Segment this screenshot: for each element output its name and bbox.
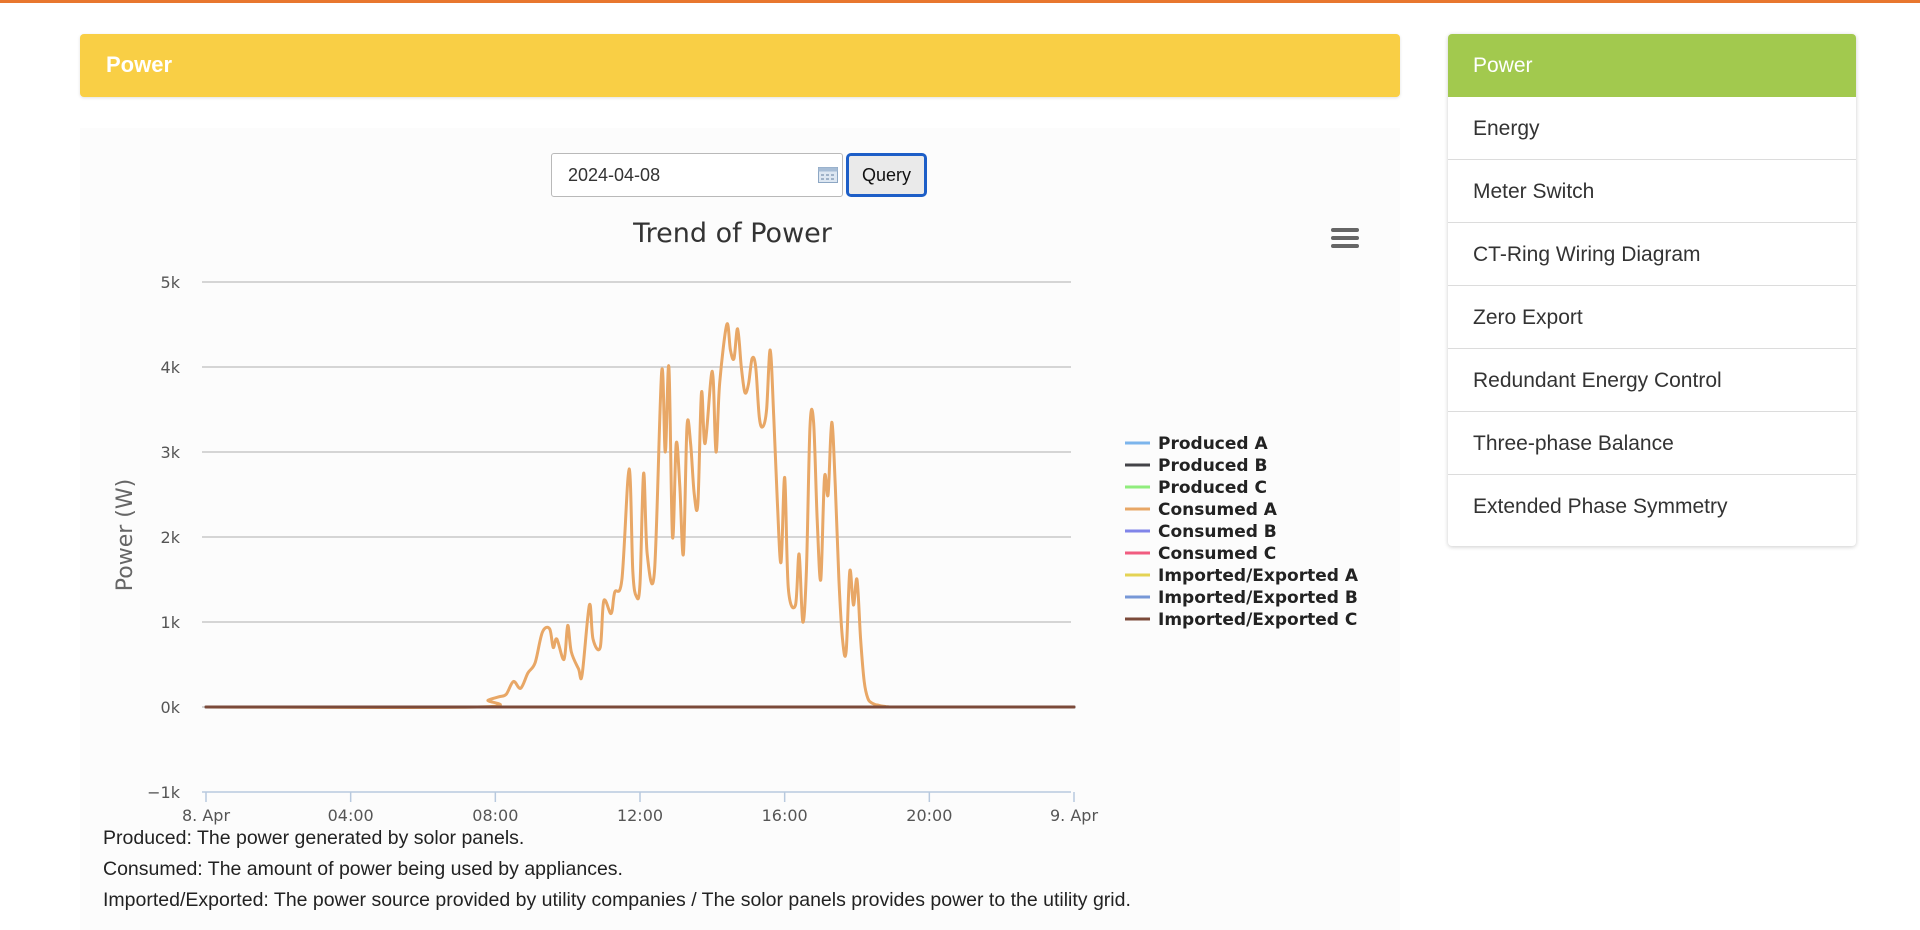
sidebar-item-extended-phase[interactable]: Extended Phase Symmetry bbox=[1473, 495, 1728, 518]
y-axis-title: Power (W) bbox=[113, 479, 138, 591]
x-tick-label: 12:00 bbox=[617, 806, 663, 825]
legend-item-imported-exported-a: Imported/Exported A bbox=[1158, 566, 1359, 586]
legend-item-imported-exported-b: Imported/Exported B bbox=[1158, 588, 1358, 608]
chart-title: Trend of Power bbox=[633, 218, 832, 249]
calendar-icon[interactable] bbox=[818, 167, 838, 183]
y-tick-label: 2k bbox=[161, 528, 181, 547]
series-line-consumed-a bbox=[204, 322, 1076, 709]
chart-grid bbox=[202, 281, 1071, 708]
y-tick-label: 0k bbox=[161, 698, 181, 717]
y-tick-label: 1k bbox=[161, 613, 181, 632]
sidebar-item-zero-export[interactable]: Zero Export bbox=[1448, 286, 1856, 349]
x-tick-label: 08:00 bbox=[472, 806, 518, 825]
panel-title: Power bbox=[106, 52, 173, 77]
note-consumed: Consumed: The amount of power being used… bbox=[103, 858, 623, 880]
x-tick-label: 20:00 bbox=[906, 806, 952, 825]
x-tick-label: 9. Apr bbox=[1050, 806, 1098, 825]
sidebar-item-energy[interactable]: Energy bbox=[1448, 97, 1856, 160]
legend-item-consumed-b: Consumed B bbox=[1158, 522, 1277, 542]
query-button[interactable]: Query bbox=[846, 153, 927, 197]
sidebar-item-redundant-energy[interactable]: Redundant Energy Control bbox=[1448, 349, 1856, 412]
y-tick-label: 5k bbox=[161, 273, 181, 292]
panel-header: Power bbox=[80, 34, 1400, 97]
legend-item-produced-b: Produced B bbox=[1158, 456, 1267, 476]
legend-item-imported-exported-c: Imported/Exported C bbox=[1158, 610, 1357, 630]
legend-item-consumed-c: Consumed C bbox=[1158, 544, 1276, 564]
chart-panel bbox=[80, 128, 1400, 930]
sidebar-item-ct-ring-wiring[interactable]: CT-Ring Wiring Diagram bbox=[1448, 223, 1856, 286]
chart-menu-icon[interactable] bbox=[1331, 228, 1359, 252]
note-produced: Produced: The power generated by solor p… bbox=[103, 827, 525, 849]
date-input[interactable]: 2024-04-08 bbox=[551, 153, 843, 197]
sidebar-item-three-phase[interactable]: Three-phase Balance bbox=[1448, 412, 1856, 475]
chart-axes: −1k 0k 1k 2k 3k 4k 5k 8. Apr 04:00 08:00 12:00 16:0… bbox=[113, 273, 1098, 825]
top-accent-bar bbox=[0, 0, 1920, 3]
sidebar-item-power[interactable]: Power bbox=[1448, 34, 1856, 97]
y-tick-label: 3k bbox=[161, 443, 181, 462]
legend-item-consumed-a: Consumed A bbox=[1158, 500, 1278, 520]
x-tick-label: 04:00 bbox=[328, 806, 374, 825]
x-tick-label: 8. Apr bbox=[182, 806, 230, 825]
y-tick-label: 4k bbox=[161, 358, 181, 377]
legend-item-produced-a: Produced A bbox=[1158, 434, 1268, 454]
y-tick-label: −1k bbox=[147, 783, 181, 802]
chart-series bbox=[204, 322, 1076, 709]
legend-item-produced-c: Produced C bbox=[1158, 478, 1267, 498]
note-imported: Imported/Exported: The power source prov… bbox=[103, 889, 1131, 911]
sidebar-item-meter-switch[interactable]: Meter Switch bbox=[1448, 160, 1856, 223]
sidebar-menu: Power Energy Meter Switch CT-Ring Wiring… bbox=[1448, 34, 1856, 546]
x-tick-label: 16:00 bbox=[762, 806, 808, 825]
